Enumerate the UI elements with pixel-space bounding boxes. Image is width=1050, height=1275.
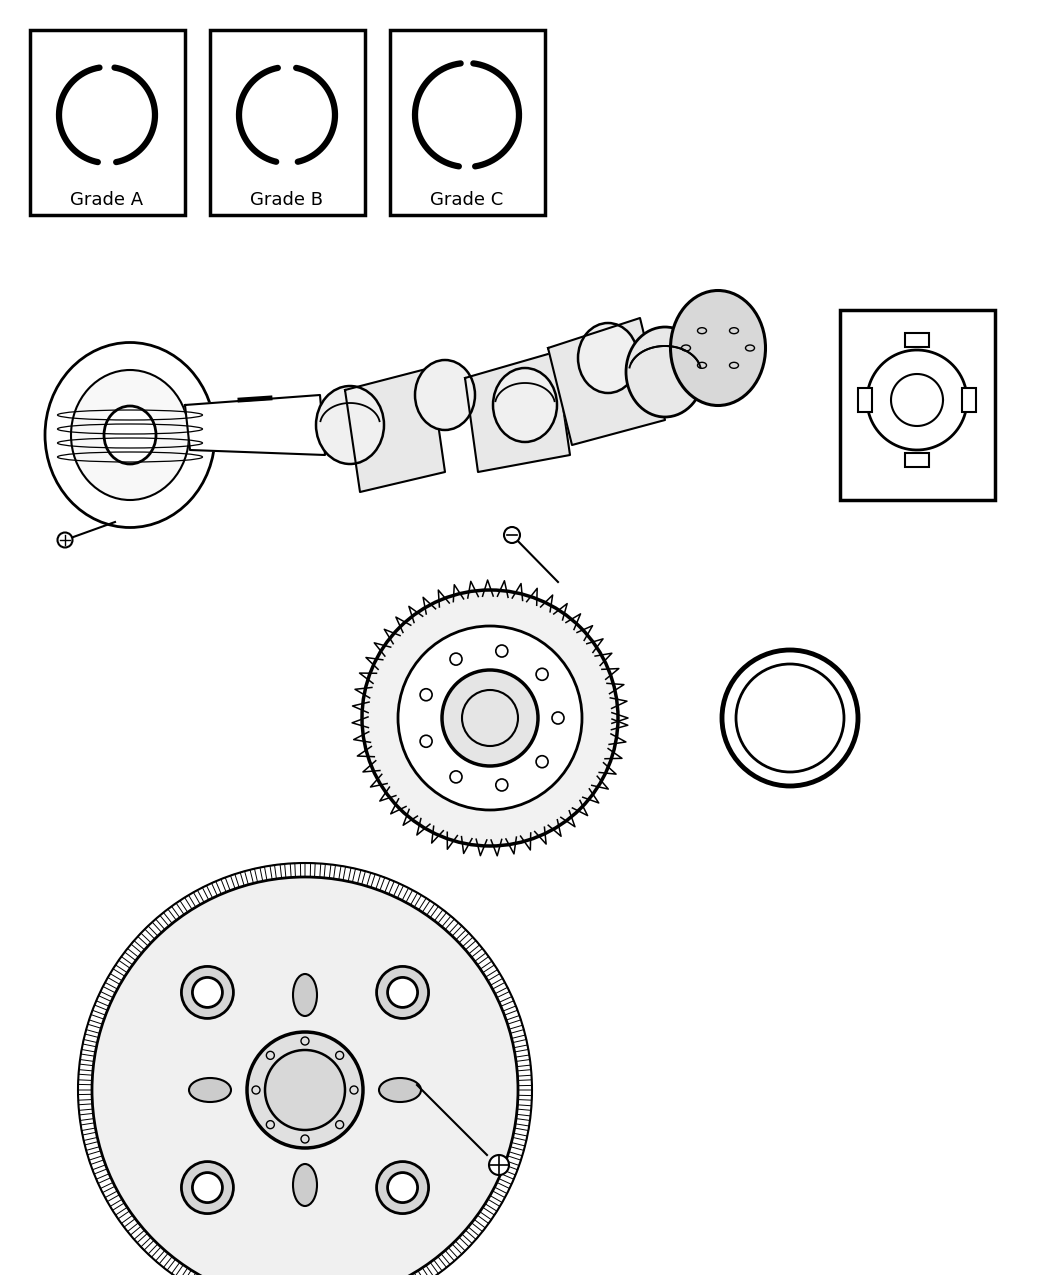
Polygon shape bbox=[548, 317, 665, 445]
Ellipse shape bbox=[293, 1164, 317, 1206]
Circle shape bbox=[182, 966, 233, 1019]
Bar bbox=[210, 31, 365, 215]
Circle shape bbox=[182, 1162, 233, 1214]
Polygon shape bbox=[185, 395, 326, 455]
Bar bbox=[858, 388, 871, 412]
Circle shape bbox=[537, 756, 548, 768]
Ellipse shape bbox=[45, 343, 215, 528]
Ellipse shape bbox=[58, 533, 72, 547]
Ellipse shape bbox=[71, 370, 189, 500]
Ellipse shape bbox=[415, 360, 475, 430]
Circle shape bbox=[387, 1173, 418, 1202]
Polygon shape bbox=[345, 368, 445, 492]
Ellipse shape bbox=[379, 1077, 421, 1102]
Text: Grade A: Grade A bbox=[70, 191, 144, 209]
Circle shape bbox=[92, 877, 518, 1275]
Circle shape bbox=[537, 668, 548, 681]
Ellipse shape bbox=[626, 326, 704, 417]
Bar bbox=[30, 31, 185, 215]
Ellipse shape bbox=[104, 405, 156, 464]
Text: Grade C: Grade C bbox=[430, 191, 504, 209]
Circle shape bbox=[420, 736, 433, 747]
Circle shape bbox=[420, 688, 433, 701]
Bar bbox=[905, 333, 929, 347]
Circle shape bbox=[496, 779, 508, 790]
Ellipse shape bbox=[578, 323, 638, 393]
Bar bbox=[840, 310, 995, 500]
Circle shape bbox=[377, 966, 428, 1019]
Circle shape bbox=[552, 711, 564, 724]
Circle shape bbox=[489, 1155, 509, 1176]
Ellipse shape bbox=[293, 974, 317, 1016]
Polygon shape bbox=[465, 352, 570, 472]
Ellipse shape bbox=[671, 291, 765, 405]
Circle shape bbox=[442, 669, 538, 766]
Bar bbox=[390, 31, 545, 215]
Ellipse shape bbox=[189, 1077, 231, 1102]
Circle shape bbox=[450, 771, 462, 783]
Circle shape bbox=[398, 626, 582, 810]
Circle shape bbox=[504, 527, 520, 543]
Bar bbox=[905, 453, 929, 467]
Circle shape bbox=[247, 1031, 363, 1148]
Circle shape bbox=[387, 978, 418, 1007]
Bar bbox=[962, 388, 977, 412]
Circle shape bbox=[450, 653, 462, 666]
Circle shape bbox=[362, 590, 618, 847]
Circle shape bbox=[377, 1162, 428, 1214]
Circle shape bbox=[192, 978, 223, 1007]
Ellipse shape bbox=[316, 386, 384, 464]
Text: Grade B: Grade B bbox=[251, 191, 323, 209]
Ellipse shape bbox=[494, 368, 556, 442]
Circle shape bbox=[496, 645, 508, 657]
Circle shape bbox=[265, 1051, 345, 1130]
Circle shape bbox=[192, 1173, 223, 1202]
